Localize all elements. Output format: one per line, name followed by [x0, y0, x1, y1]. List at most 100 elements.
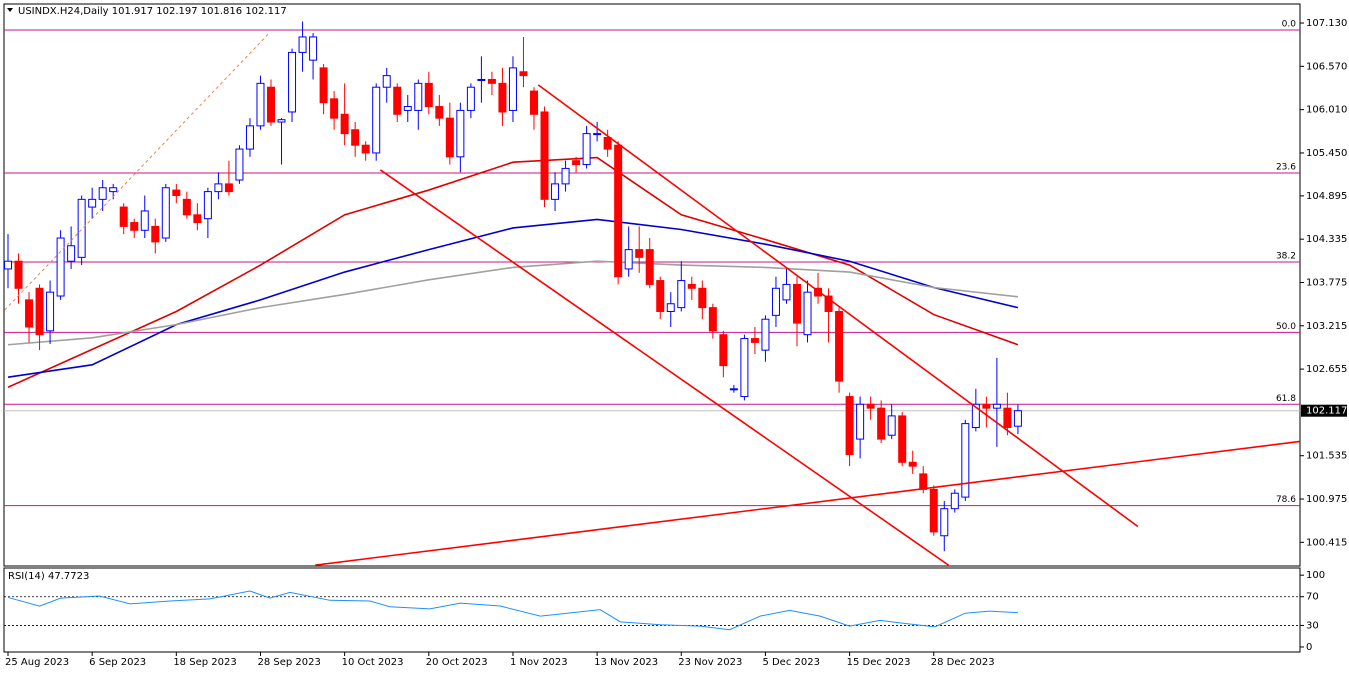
candle-body: [656, 280, 665, 312]
candle-body: [508, 67, 517, 111]
candle-body: [403, 106, 412, 111]
candle-body: [487, 78, 496, 84]
x-tick-label: 28 Sep 2023: [257, 657, 320, 668]
y-tick-label: 102.655: [1306, 364, 1347, 375]
candle-body: [835, 310, 844, 382]
y-tick-label: 103.775: [1306, 277, 1347, 288]
candle-body: [193, 214, 202, 224]
fib-label: 61.8: [1276, 394, 1296, 404]
candle-body: [67, 245, 76, 262]
rsi-y-tick-label: 0: [1306, 642, 1312, 653]
candle-body: [1013, 410, 1022, 427]
candle-body: [919, 473, 928, 490]
candle-body: [477, 78, 486, 81]
fib-label: 78.6: [1276, 495, 1296, 505]
rsi-frame: [3, 567, 1301, 653]
x-tick-label: 23 Nov 2023: [678, 657, 742, 668]
x-tick-label: 6 Sep 2023: [89, 657, 146, 668]
candle-body: [645, 249, 654, 285]
y-tick-label: 106.010: [1306, 105, 1347, 116]
candle-body: [393, 86, 402, 115]
candle-body: [898, 415, 907, 463]
x-tick-label: 5 Dec 2023: [762, 657, 820, 668]
candle-body: [140, 210, 149, 231]
candle-body: [14, 260, 23, 289]
y-tick-label: 100.415: [1306, 537, 1347, 548]
candle-body: [940, 508, 949, 537]
x-tick-label: 20 Oct 2023: [426, 657, 488, 668]
candle-body: [982, 403, 991, 409]
y-tick-label: 101.535: [1306, 451, 1347, 462]
candle-body: [130, 222, 139, 231]
candle-body: [540, 111, 549, 200]
candle-body: [88, 198, 97, 208]
y-tick-label: 106.570: [1306, 61, 1347, 72]
candle-body: [887, 415, 896, 436]
x-tick-label: 18 Sep 2023: [173, 657, 236, 668]
rsi-y-tick-label: 100: [1306, 570, 1325, 581]
candle-body: [372, 86, 381, 154]
rsi-y-tick-label: 30: [1306, 620, 1319, 631]
candle-body: [635, 249, 644, 258]
main-frame: [3, 3, 1301, 567]
x-tick-label: 1 Nov 2023: [510, 657, 568, 668]
candle-body: [340, 113, 349, 135]
candle-body: [56, 237, 65, 297]
candle-body: [288, 51, 297, 113]
candle-body: [824, 295, 833, 312]
candle-body: [687, 283, 696, 289]
candle-body: [319, 67, 328, 104]
candle-body: [361, 144, 370, 154]
candle-body: [77, 198, 86, 258]
x-tick-label: 13 Nov 2023: [594, 657, 658, 668]
candle-body: [172, 189, 181, 196]
candle-body: [782, 283, 791, 301]
last-price-box: [1301, 404, 1347, 417]
x-tick-label: 15 Dec 2023: [847, 657, 911, 668]
candle-body: [908, 461, 917, 467]
candle-body: [277, 119, 286, 123]
menu-arrow: [7, 8, 13, 12]
moving-average: [7, 260, 1019, 346]
candle-body: [214, 183, 223, 193]
rsi-line: [7, 590, 1018, 631]
y-tick-label: 105.450: [1306, 148, 1347, 159]
candle-body: [677, 280, 686, 309]
y-tick-label: 104.335: [1306, 234, 1347, 245]
chart-title: USINDX.H24,Daily 101.917 102.197 101.816…: [18, 6, 287, 17]
candle-body: [519, 71, 528, 77]
candle-body: [245, 125, 254, 150]
candle-body: [435, 106, 444, 119]
candle-body: [456, 109, 465, 158]
candle-body: [498, 82, 507, 113]
candle-body: [35, 287, 44, 336]
rsi-plot: [4, 590, 1300, 631]
candle-body: [530, 90, 538, 115]
y-tick-label: 107.130: [1306, 18, 1347, 29]
candle-body: [950, 492, 959, 510]
candle-body: [719, 334, 728, 367]
candle-body: [382, 75, 391, 88]
candle-body: [992, 403, 1001, 409]
candle-body: [614, 144, 623, 278]
candle-body: [593, 133, 602, 136]
y-tick-label: 103.215: [1306, 321, 1347, 332]
fib-label: 23.6: [1276, 163, 1296, 173]
candle-body: [561, 167, 570, 185]
candle-body: [582, 133, 591, 166]
candle-body: [330, 98, 339, 119]
candle-body: [750, 338, 759, 343]
candle-body: [814, 287, 823, 297]
candle-body: [267, 86, 275, 123]
candle-body: [961, 423, 970, 498]
last-price-label: 102.117: [1306, 406, 1347, 417]
candle-body: [761, 318, 770, 351]
candle-body: [708, 307, 717, 332]
fib-label: 50.0: [1276, 322, 1296, 332]
candle-body: [4, 260, 12, 270]
candle-body: [298, 36, 307, 53]
candle-body: [235, 148, 244, 181]
candle-body: [740, 338, 749, 398]
candle-body: [551, 183, 560, 200]
